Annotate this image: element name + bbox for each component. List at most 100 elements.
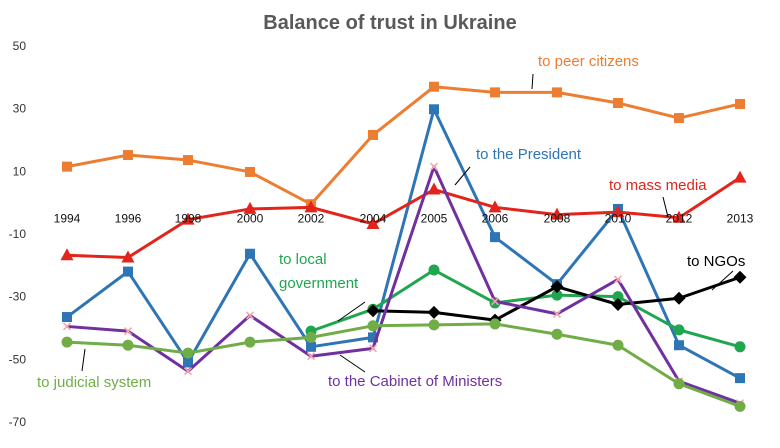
x-tick-label: 2012 xyxy=(666,211,693,225)
data-point xyxy=(429,81,439,92)
data-point xyxy=(733,270,747,284)
data-point xyxy=(368,344,378,353)
data-point xyxy=(181,212,195,225)
data-point xyxy=(551,328,563,340)
series-line xyxy=(66,176,741,259)
y-tick-label: 50 xyxy=(13,39,27,53)
data-point xyxy=(306,341,316,352)
x-tick-label: 2005 xyxy=(421,211,448,225)
data-point xyxy=(550,207,564,220)
y-tick-label: -50 xyxy=(9,352,27,366)
data-point xyxy=(60,248,74,261)
data-point xyxy=(551,289,563,301)
data-point xyxy=(245,311,255,320)
data-point xyxy=(62,322,72,331)
series-line xyxy=(310,268,741,349)
data-point xyxy=(243,201,257,214)
data-point xyxy=(305,331,317,343)
data-point xyxy=(306,352,316,361)
data-point xyxy=(427,182,441,195)
series-to-judicial-system xyxy=(61,318,746,412)
x-tick-label: 1996 xyxy=(115,211,142,225)
y-tick-label: -70 xyxy=(9,415,27,429)
data-point xyxy=(552,309,562,318)
x-tick-label: 2004 xyxy=(360,211,387,225)
data-point xyxy=(488,200,502,213)
y-tick-label: 30 xyxy=(13,102,27,116)
series-line xyxy=(66,107,741,380)
series-line xyxy=(66,165,741,405)
data-point xyxy=(735,98,745,109)
x-tick-label: 2013 xyxy=(727,211,754,225)
y-tick-label: 10 xyxy=(13,164,27,178)
data-point xyxy=(121,250,135,263)
x-tick-label: 2006 xyxy=(482,211,509,225)
data-point xyxy=(611,205,625,218)
data-point xyxy=(428,264,440,276)
x-tick-label: 2002 xyxy=(298,211,325,225)
chart-title: Balance of trust in Ukraine xyxy=(263,12,517,34)
series-label: to the President xyxy=(476,146,582,163)
leader-line xyxy=(711,270,734,291)
leader-line xyxy=(662,196,669,218)
data-point xyxy=(183,155,193,166)
data-point xyxy=(550,280,564,294)
leader-line xyxy=(337,301,366,322)
data-point xyxy=(123,266,133,277)
series-line xyxy=(66,85,741,206)
data-point xyxy=(672,291,686,305)
data-point xyxy=(429,104,439,115)
data-point xyxy=(673,378,685,390)
data-point xyxy=(489,297,501,309)
data-point xyxy=(613,275,623,284)
series-label: to local xyxy=(279,251,327,268)
data-point xyxy=(613,98,623,109)
x-tick-label: 2008 xyxy=(544,211,571,225)
data-point xyxy=(672,210,686,223)
data-point xyxy=(62,312,72,323)
data-point xyxy=(428,319,440,331)
series-annotations: to peer citizens to the President to mass … xyxy=(37,53,745,391)
y-tick-label: -30 xyxy=(9,290,27,304)
data-point xyxy=(183,367,193,376)
data-point xyxy=(735,373,745,384)
data-point xyxy=(490,87,500,98)
data-point xyxy=(427,305,441,319)
leader-line xyxy=(531,73,534,90)
data-point xyxy=(612,291,624,303)
series-lines xyxy=(60,81,747,412)
series-line xyxy=(66,322,741,408)
data-point xyxy=(244,336,256,348)
data-point xyxy=(552,87,562,98)
x-tick-label: 1994 xyxy=(54,211,81,225)
data-point xyxy=(733,170,747,183)
data-point xyxy=(490,297,500,306)
data-point xyxy=(61,336,73,348)
series-to-the-president xyxy=(62,104,745,384)
leader-line xyxy=(339,354,366,373)
series-label: to judicial system xyxy=(37,374,151,391)
data-point xyxy=(674,340,684,351)
data-point xyxy=(611,298,625,311)
leader-line xyxy=(81,348,86,372)
data-point xyxy=(490,232,500,243)
series-label: to NGOs xyxy=(687,253,745,270)
x-axis: 1994 1996 1998 2000 2002 2004 2005 2006 2008 2010… xyxy=(54,211,754,225)
data-point xyxy=(429,162,439,171)
data-point xyxy=(122,339,134,351)
series-label: to the Cabinet of Ministers xyxy=(328,373,502,390)
data-point xyxy=(245,166,255,177)
series-label: to mass media xyxy=(609,177,707,194)
data-point xyxy=(245,248,255,259)
series-to-mass-media xyxy=(60,170,747,263)
data-point xyxy=(489,318,501,330)
data-point xyxy=(183,357,193,368)
data-point xyxy=(734,341,746,353)
data-point xyxy=(366,304,380,318)
data-point xyxy=(673,324,685,336)
data-point xyxy=(182,347,194,359)
x-tick-label: 1998 xyxy=(175,211,202,225)
data-point xyxy=(368,332,378,343)
